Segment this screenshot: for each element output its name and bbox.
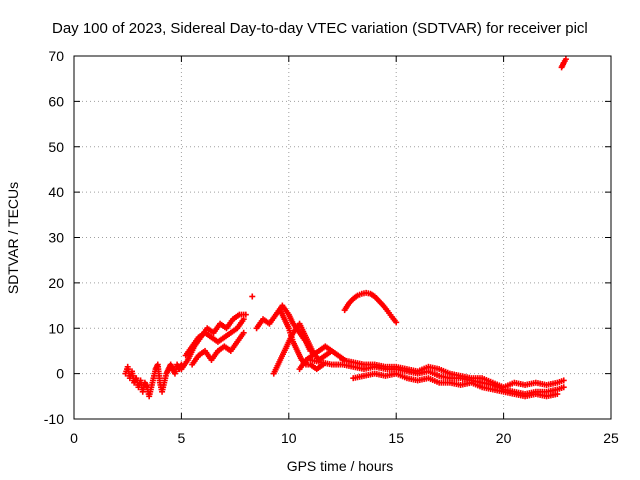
x-tick-label: 15: [388, 430, 404, 446]
y-tick-label: 20: [48, 275, 64, 291]
data-point: [560, 377, 567, 384]
y-tick-label: 50: [48, 139, 64, 155]
x-tick-label: 20: [496, 430, 512, 446]
x-tick-label: 5: [178, 430, 186, 446]
data-point: [242, 311, 249, 318]
x-tick-label: 10: [281, 430, 297, 446]
data-points: [122, 56, 569, 400]
axis-ticks: 0 5 10 15 20 25 -10 0 10 20 30 40 50 60 70: [44, 48, 619, 446]
x-axis-label: GPS time / hours: [287, 458, 394, 474]
data-point: [240, 329, 247, 336]
y-axis-label: SDTVAR / TECUs: [5, 182, 21, 294]
data-point: [249, 293, 256, 300]
chart-title: Day 100 of 2023, Sidereal Day-to-day VTE…: [52, 20, 588, 37]
grid: [74, 56, 611, 419]
y-tick-label: 70: [48, 48, 64, 64]
y-tick-label: -10: [44, 411, 64, 427]
y-tick-label: 0: [56, 366, 64, 382]
y-tick-label: 40: [48, 184, 64, 200]
data-point: [554, 391, 561, 398]
x-tick-label: 25: [603, 430, 619, 446]
data-point: [393, 319, 400, 326]
y-tick-label: 60: [48, 93, 64, 109]
x-tick-label: 0: [70, 430, 78, 446]
data-point: [560, 384, 567, 391]
y-tick-label: 10: [48, 320, 64, 336]
data-point: [562, 56, 569, 63]
data-point: [240, 316, 247, 323]
y-tick-label: 30: [48, 230, 64, 246]
